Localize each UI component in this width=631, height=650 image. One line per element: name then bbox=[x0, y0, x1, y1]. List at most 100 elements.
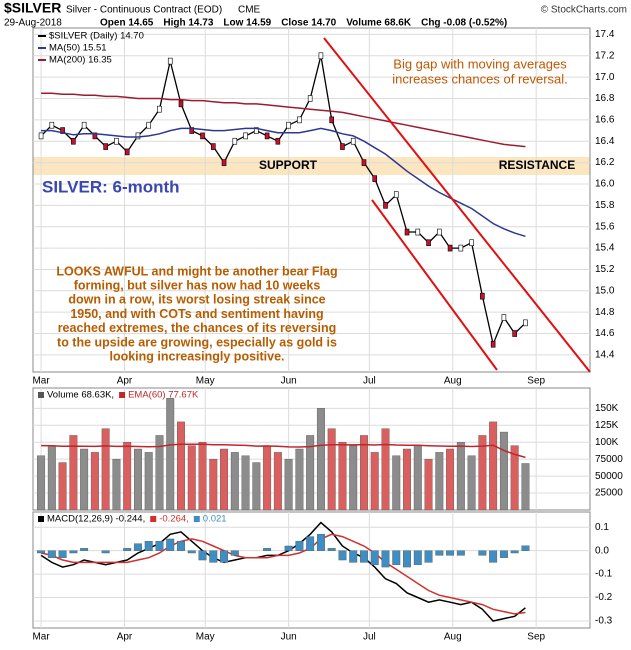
bar bbox=[413, 550, 422, 565]
comment-line: reached extremes, the chances of its rev… bbox=[58, 321, 337, 335]
price-candle bbox=[60, 127, 65, 134]
chart-title: SILVER: 6-month bbox=[42, 177, 180, 196]
price-candle bbox=[393, 191, 399, 198]
bar bbox=[198, 550, 207, 561]
price-candle bbox=[38, 132, 44, 140]
x-tick-label: Mar bbox=[32, 632, 50, 643]
price-candle bbox=[297, 116, 302, 124]
price-candle bbox=[49, 121, 55, 129]
bar bbox=[370, 550, 379, 565]
legend-entry: -0.264, bbox=[159, 514, 189, 525]
bar bbox=[327, 548, 336, 551]
gap-note: Big gap with moving averages bbox=[393, 56, 567, 71]
y-tick-label: 16.6 bbox=[595, 115, 615, 126]
bar bbox=[360, 550, 368, 563]
bar bbox=[499, 431, 508, 511]
price-candle bbox=[501, 314, 507, 321]
bar bbox=[209, 550, 218, 563]
comment-line: looking increasingly positive. bbox=[109, 349, 284, 363]
price-candle bbox=[167, 57, 173, 65]
price-candle bbox=[264, 132, 270, 140]
price-candle bbox=[124, 148, 130, 156]
y-tick-label: 16.4 bbox=[595, 136, 615, 147]
series-line bbox=[41, 92, 526, 148]
legend-swatch bbox=[119, 392, 126, 398]
x-tick-label: May bbox=[196, 376, 215, 387]
y-tick-label: 25000 bbox=[595, 488, 623, 499]
instrument-name: Silver - Continuous Contract (EOD) bbox=[66, 5, 222, 16]
x-tick-label: Mar bbox=[32, 376, 50, 387]
bar bbox=[101, 550, 110, 554]
x-tick-label: Aug bbox=[444, 632, 462, 643]
price-candle bbox=[232, 137, 238, 145]
legend-swatch bbox=[193, 516, 200, 522]
legend-entry: MA(50) 15.51 bbox=[49, 43, 107, 54]
bar bbox=[241, 455, 250, 511]
series-line bbox=[40, 521, 526, 622]
price-candle bbox=[286, 121, 291, 129]
bar bbox=[37, 455, 46, 511]
bar bbox=[101, 428, 110, 511]
quote-item: High 14.73 bbox=[163, 18, 213, 29]
bar bbox=[47, 445, 56, 511]
bar bbox=[316, 534, 325, 551]
bar bbox=[338, 550, 347, 561]
quote-item: Chg -0.08 (-0.52%) bbox=[421, 18, 507, 29]
price-candle bbox=[81, 121, 87, 129]
bar bbox=[252, 462, 261, 511]
price-candle bbox=[92, 132, 98, 140]
bar bbox=[403, 550, 411, 568]
x-tick-label: Jun bbox=[281, 632, 297, 643]
bar bbox=[306, 536, 315, 551]
bar bbox=[263, 548, 272, 551]
plot-layer: 14.4 14.6 14.8 15.0 15.2 15.4 15.6 15.8 16.0 16.2… bbox=[32, 28, 623, 643]
price-candle bbox=[200, 132, 205, 140]
x-tick-label: Jul bbox=[363, 632, 376, 643]
y-tick-label: 100K bbox=[595, 437, 619, 448]
bar bbox=[467, 455, 476, 511]
bar bbox=[144, 452, 153, 511]
bar bbox=[177, 541, 185, 551]
price-candle bbox=[512, 330, 517, 337]
price-candle bbox=[243, 132, 248, 140]
legend-entry: EMA(60) 77.67K bbox=[128, 390, 199, 401]
bar bbox=[381, 428, 390, 511]
y-tick-label: 14.6 bbox=[595, 328, 615, 339]
bar bbox=[155, 541, 164, 551]
series-line bbox=[41, 127, 526, 238]
y-tick-label: -0.3 bbox=[595, 616, 613, 627]
series-line bbox=[41, 443, 526, 459]
bar bbox=[403, 448, 411, 511]
copyright: © StockCharts.com bbox=[541, 5, 627, 16]
bar bbox=[370, 452, 379, 511]
bar bbox=[263, 445, 272, 511]
price-candle bbox=[221, 159, 227, 166]
price-candle bbox=[318, 52, 324, 60]
legend-entry: 0.021 bbox=[203, 514, 227, 525]
bar bbox=[198, 442, 207, 511]
channel-upper bbox=[323, 37, 591, 373]
bar bbox=[510, 550, 519, 554]
y-tick-label: 14.8 bbox=[595, 307, 615, 318]
price-candle bbox=[361, 159, 367, 166]
bar bbox=[478, 435, 487, 511]
bar bbox=[424, 550, 433, 563]
bar bbox=[230, 452, 239, 511]
comment-line: forming, but silver has now had 10 weeks bbox=[74, 278, 321, 292]
y-tick-label: 125K bbox=[595, 420, 619, 431]
price-candle bbox=[157, 105, 162, 113]
bar bbox=[284, 458, 293, 511]
price-candle bbox=[340, 143, 345, 150]
bar bbox=[295, 541, 304, 551]
bar bbox=[112, 458, 121, 511]
bar bbox=[90, 452, 99, 511]
y-tick-label: 50000 bbox=[595, 471, 623, 482]
bar bbox=[413, 445, 422, 511]
series-line bbox=[40, 533, 526, 615]
bar bbox=[456, 550, 465, 556]
x-tick-label: Apr bbox=[117, 632, 133, 643]
x-tick-label: Apr bbox=[117, 376, 133, 387]
price-candle bbox=[254, 127, 259, 134]
legend-entry: MA(200) 16.35 bbox=[49, 55, 112, 66]
y-tick-label: 17.2 bbox=[595, 50, 615, 61]
